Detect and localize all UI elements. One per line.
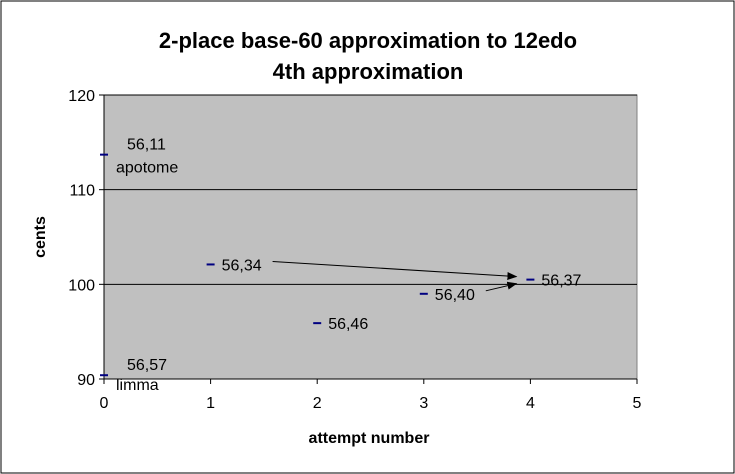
x-tick-label: 3: [419, 395, 428, 412]
chart-subtitle: 4th approximation: [273, 59, 464, 84]
x-tick-label: 5: [633, 395, 642, 412]
data-label: 56,11: [127, 137, 166, 154]
x-axis-label: attempt number: [309, 430, 430, 447]
y-tick-label: 110: [69, 183, 95, 200]
arrow-line: [272, 260, 518, 281]
y-tick-label: 90: [77, 372, 95, 389]
x-tick-label: 4: [526, 395, 535, 412]
plot-area: [103, 94, 638, 380]
data-label: 56,37: [541, 273, 581, 290]
x-tick-label: 1: [206, 395, 215, 412]
data-label: 56,40: [435, 287, 475, 304]
y-tick-label: 120: [68, 88, 95, 105]
data-label: 56,57: [127, 357, 167, 374]
data-labels: 56,11 apotome 56,57 limma 56,34 56,46 56,40 56,…: [116, 137, 582, 395]
x-tick-label: 2: [313, 395, 322, 412]
data-note-label: limma: [116, 377, 159, 394]
data-points: [100, 153, 535, 377]
x-tick-label: 0: [100, 395, 109, 412]
y-tick-label: 100: [68, 277, 95, 294]
y-axis-label: cents: [32, 216, 49, 258]
data-label: 56,34: [222, 257, 262, 274]
axes: [99, 94, 638, 384]
data-note-label: apotome: [116, 160, 178, 177]
chart-title: 2-place base-60 approximation to 12edo: [159, 28, 577, 53]
arrows: [272, 260, 518, 292]
grid-lines: [104, 94, 637, 285]
tick-labels: 90 100 110 120 0 1 2 3 4 5: [68, 88, 641, 412]
arrow-line: [485, 281, 518, 292]
data-label: 56,46: [328, 316, 368, 333]
